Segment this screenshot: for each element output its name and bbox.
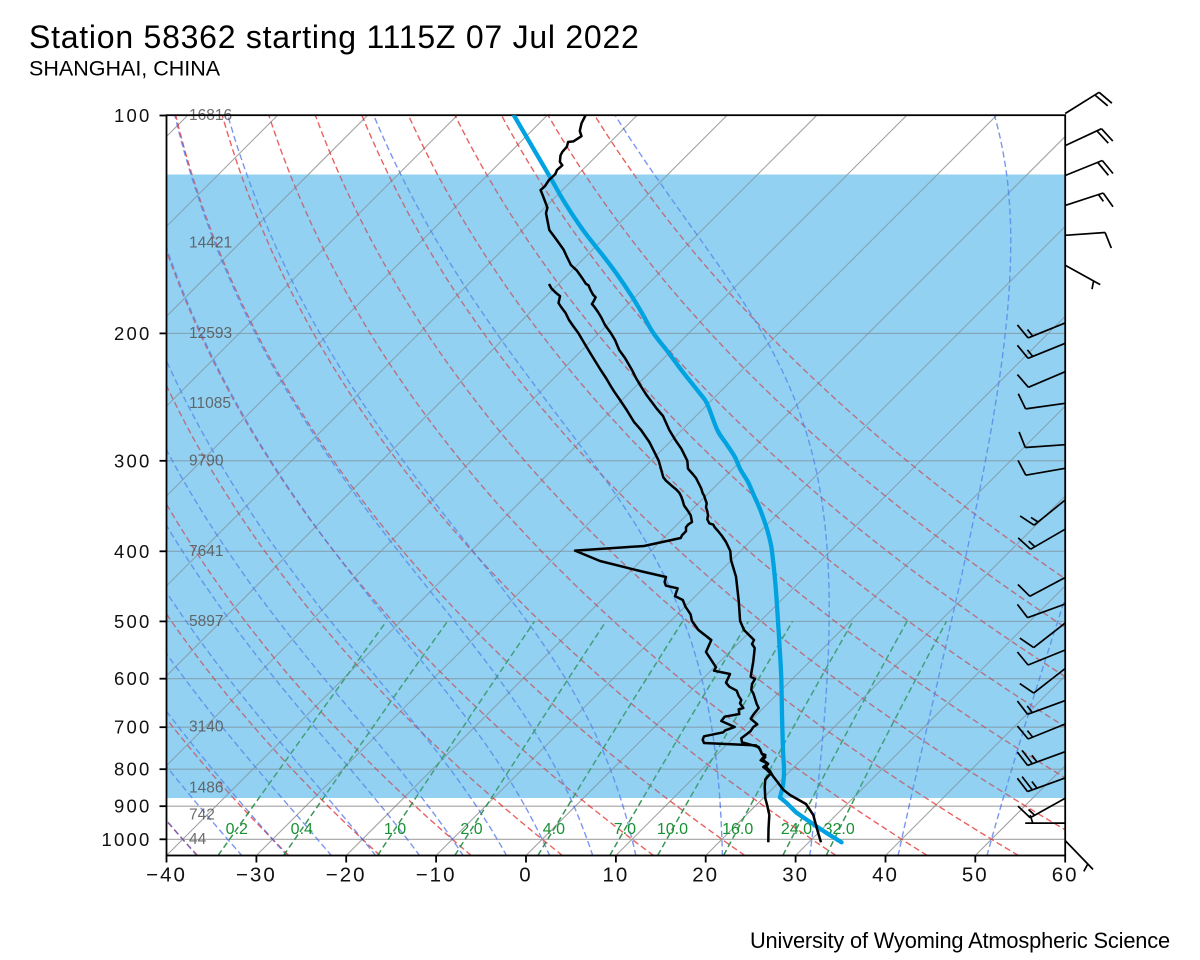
svg-text:200: 200 [114,323,151,344]
svg-text:500: 500 [114,611,151,632]
svg-text:10.0: 10.0 [657,821,688,838]
svg-text:600: 600 [114,668,151,689]
svg-text:100: 100 [114,105,151,126]
svg-text:0.2: 0.2 [226,821,248,838]
svg-text:30: 30 [782,864,809,887]
svg-text:300: 300 [114,450,151,471]
svg-text:900: 900 [114,796,151,817]
svg-text:14421: 14421 [189,235,232,252]
svg-text:20: 20 [692,864,719,887]
svg-text:2.0: 2.0 [460,821,482,838]
svg-text:Station 58362 starting 1115Z 0: Station 58362 starting 1115Z 07 Jul 2022 [29,19,640,55]
svg-text:50: 50 [962,864,989,887]
svg-text:3140: 3140 [189,719,224,736]
svg-text:44: 44 [189,831,207,848]
svg-text:1000: 1000 [102,829,152,850]
svg-text:9790: 9790 [189,452,224,469]
svg-text:−10: −10 [416,864,457,887]
svg-text:0: 0 [519,864,532,887]
svg-text:700: 700 [114,717,151,738]
svg-text:24.0: 24.0 [781,821,812,838]
svg-text:5897: 5897 [189,613,223,630]
svg-text:7641: 7641 [189,543,223,560]
svg-text:400: 400 [114,541,151,562]
svg-text:1.0: 1.0 [384,821,406,838]
svg-text:−20: −20 [326,864,367,887]
svg-text:University of Wyoming Atmosphe: University of Wyoming Atmospheric Scienc… [750,928,1170,953]
svg-text:800: 800 [114,759,151,780]
svg-text:0.4: 0.4 [291,821,313,838]
svg-text:11085: 11085 [189,395,231,412]
svg-text:10: 10 [602,864,629,887]
svg-text:7.0: 7.0 [614,821,636,838]
svg-text:1486: 1486 [189,780,223,797]
svg-text:12593: 12593 [189,325,232,342]
svg-text:742: 742 [189,806,215,823]
svg-text:60: 60 [1052,864,1079,887]
svg-text:SHANGHAI, CHINA: SHANGHAI, CHINA [29,57,221,81]
svg-text:4.0: 4.0 [543,821,565,838]
svg-text:40: 40 [872,864,899,887]
svg-text:−30: −30 [236,864,277,887]
svg-text:16.0: 16.0 [722,821,753,838]
svg-text:−40: −40 [146,864,187,887]
